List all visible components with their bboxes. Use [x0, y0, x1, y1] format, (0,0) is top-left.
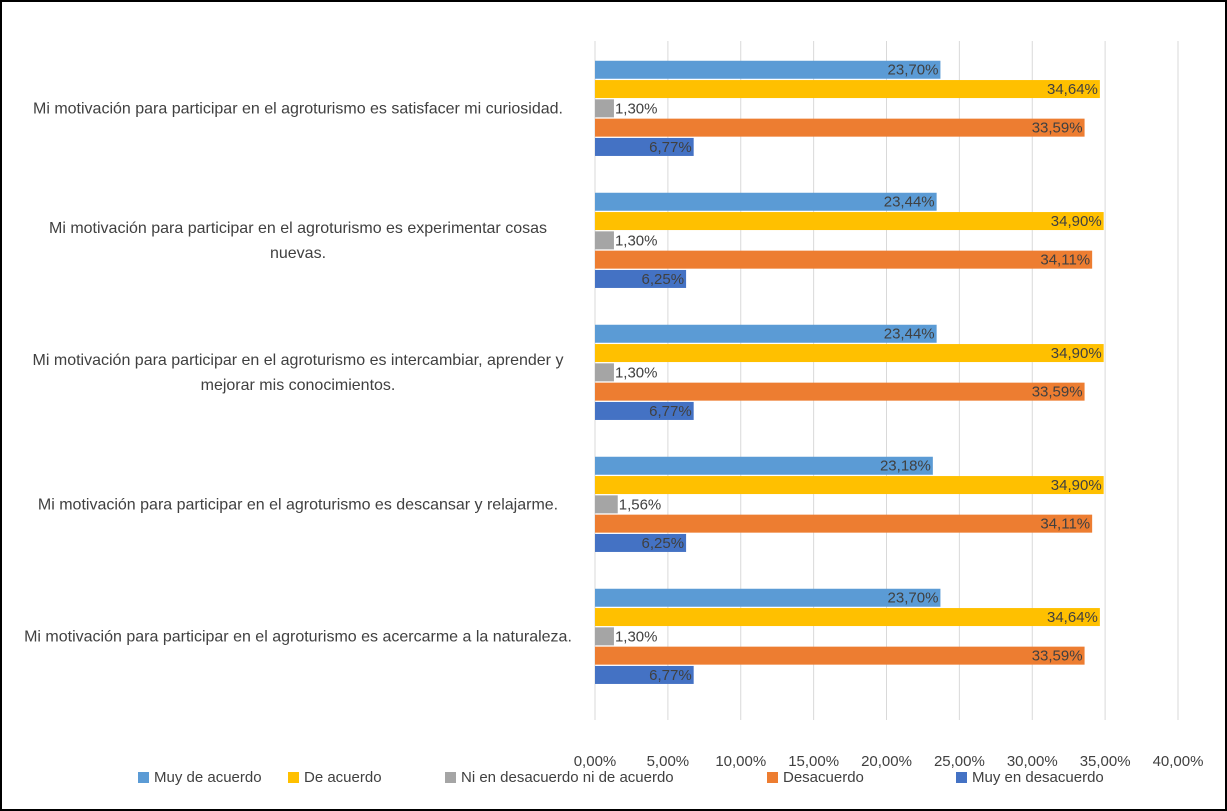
value-label: 34,64%: [1047, 609, 1098, 626]
value-label: 33,59%: [1032, 648, 1083, 665]
legend-swatch: [956, 772, 967, 783]
bar: [595, 646, 1085, 665]
value-label: 23,44%: [884, 326, 935, 343]
value-label: 34,90%: [1051, 477, 1102, 494]
bar: [595, 212, 1104, 231]
bar: [595, 514, 1093, 533]
bar: [595, 456, 933, 475]
value-label: 33,59%: [1032, 384, 1083, 401]
legend-swatch: [767, 772, 778, 783]
bar: [595, 231, 614, 250]
x-tick-label: 15,00%: [788, 753, 839, 770]
value-label: 1,30%: [615, 100, 658, 117]
legend-swatch: [288, 772, 299, 783]
value-label: 6,77%: [649, 403, 692, 420]
legend-label: Desacuerdo: [783, 769, 864, 786]
value-label: 6,77%: [649, 139, 692, 156]
value-label: 23,44%: [884, 194, 935, 211]
bar: [595, 401, 694, 420]
x-tick-label: 5,00%: [647, 753, 690, 770]
bar: [595, 533, 687, 552]
bar: [595, 608, 1100, 627]
bar: [595, 192, 937, 211]
value-label: 1,30%: [615, 364, 658, 381]
x-tick-label: 25,00%: [934, 753, 985, 770]
value-label: 1,30%: [615, 232, 658, 249]
value-label: 6,25%: [642, 535, 685, 552]
value-label: 34,90%: [1051, 213, 1102, 230]
value-label: 34,11%: [1040, 252, 1090, 269]
category-label: Mi motivación para participar en el agro…: [24, 628, 572, 646]
bar: [595, 665, 694, 684]
value-label: 34,64%: [1047, 81, 1098, 98]
bar: [595, 363, 614, 382]
legend-swatch: [445, 772, 456, 783]
legend-label: Ni en desacuerdo ni de acuerdo: [461, 769, 674, 786]
category-label: Mi motivación para participar en el agro…: [49, 220, 547, 262]
bar: [595, 495, 618, 514]
value-label: 6,77%: [649, 667, 692, 684]
x-tick-label: 40,00%: [1153, 753, 1204, 770]
bar: [595, 80, 1100, 99]
value-label: 23,18%: [880, 458, 931, 475]
legend-swatch: [138, 772, 149, 783]
category-label: Mi motivación para participar en el agro…: [33, 100, 563, 118]
value-label: 1,30%: [615, 628, 658, 645]
value-label: 34,11%: [1040, 516, 1090, 533]
bar: [595, 99, 614, 118]
x-tick-label: 20,00%: [861, 753, 912, 770]
value-label: 1,56%: [619, 496, 662, 513]
category-label: Mi motivación para participar en el agro…: [37, 496, 559, 514]
value-label: 6,25%: [642, 271, 685, 288]
legend-label: Muy de acuerdo: [154, 769, 262, 786]
value-label: 23,70%: [888, 590, 939, 607]
bar: [595, 382, 1085, 401]
x-tick-label: 30,00%: [1007, 753, 1058, 770]
x-tick-label: 35,00%: [1080, 753, 1131, 770]
x-tick-label: 10,00%: [715, 753, 766, 770]
bar: [595, 588, 941, 607]
bar: [595, 627, 614, 646]
bar: [595, 60, 941, 79]
bar: [595, 118, 1085, 137]
value-label: 23,70%: [888, 62, 939, 79]
value-label: 33,59%: [1032, 120, 1083, 137]
x-tick-label: 0,00%: [574, 753, 617, 770]
bar: [595, 269, 687, 288]
bar: [595, 344, 1104, 363]
value-label: 34,90%: [1051, 345, 1102, 362]
legend-label: Muy en desacuerdo: [972, 769, 1104, 786]
category-label: Mi motivación para participar en el agro…: [32, 352, 564, 394]
bar: [595, 250, 1093, 269]
legend-label: De acuerdo: [304, 769, 382, 786]
bar: [595, 137, 694, 156]
bar: [595, 476, 1104, 495]
bar: [595, 324, 937, 343]
